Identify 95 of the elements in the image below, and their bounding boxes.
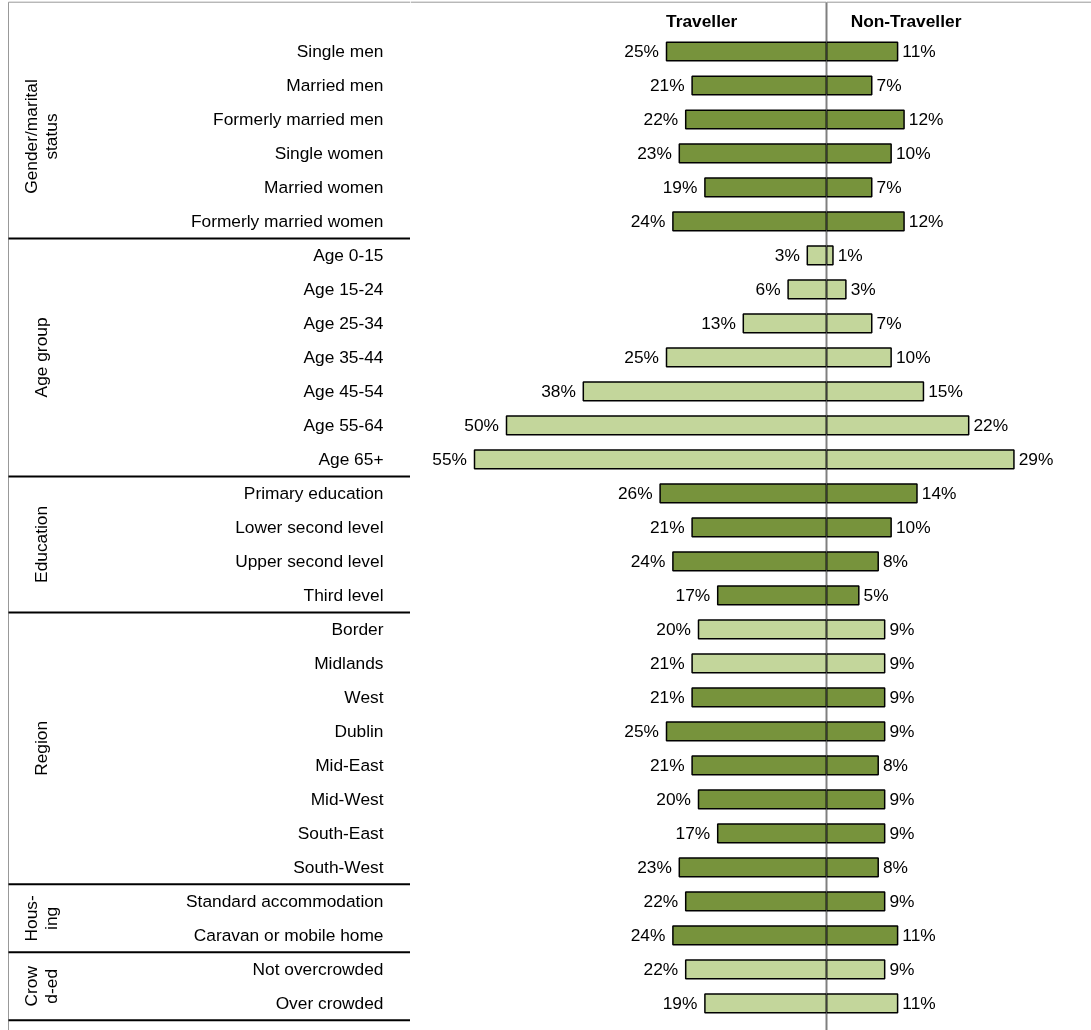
data-label: 10%: [895, 143, 931, 164]
y-tick-label: Over crowded: [275, 993, 384, 1014]
data-label: 21%: [649, 75, 685, 96]
y-tick-label: Age 25-34: [303, 313, 384, 334]
data-label: 24%: [630, 551, 666, 572]
data-label: 20%: [656, 789, 692, 810]
data-label: 23%: [637, 143, 672, 164]
data-label: 21%: [649, 687, 685, 708]
y-tick-label: Formerly married women: [190, 211, 384, 232]
data-label: 22%: [643, 109, 679, 130]
y-tick-label: Standard accommodation: [186, 891, 384, 912]
data-label: 25%: [624, 347, 660, 368]
data-label: 24%: [630, 211, 666, 232]
text: Hous- ing: [20, 895, 61, 942]
data-label: 9%: [889, 721, 915, 742]
y-tick-label: Dublin: [334, 721, 384, 742]
data-label: 10%: [895, 347, 931, 368]
data-label: 13%: [701, 313, 736, 334]
y-tick-label: Age 55-64: [303, 415, 384, 436]
data-label: 29%: [1018, 449, 1054, 470]
data-label: 12%: [908, 109, 944, 130]
data-label: 25%: [624, 721, 660, 742]
data-label: 22%: [973, 415, 1009, 436]
y-tick-label: Age 45-54: [303, 381, 384, 402]
series-label: Traveller: [666, 10, 738, 31]
data-label: 21%: [649, 755, 685, 776]
data-label: 11%: [902, 993, 936, 1014]
y-tick-label: Age 65+: [318, 449, 384, 470]
data-label: 9%: [889, 687, 915, 708]
y-tick-label: South-West: [293, 857, 384, 878]
data-label: 5%: [863, 585, 889, 606]
series-label: Non-Traveller: [850, 10, 962, 31]
y-tick-label: Caravan or mobile home: [193, 925, 384, 946]
data-label: 9%: [889, 959, 915, 980]
data-label: 3%: [774, 245, 800, 266]
data-label: 1%: [837, 245, 863, 266]
y-tick-label: Upper second level: [235, 551, 384, 572]
y-tick-label: West: [344, 687, 384, 708]
data-label: 9%: [889, 619, 915, 640]
y-tick-label: Lower second level: [235, 517, 384, 538]
data-label: 23%: [637, 857, 672, 878]
data-label: 8%: [882, 551, 909, 572]
data-label: 55%: [432, 449, 468, 470]
text: Crow d-ed: [20, 965, 61, 1007]
data-label: 7%: [876, 75, 902, 96]
text: Age group: [30, 317, 51, 398]
data-label: 3%: [850, 279, 876, 300]
data-label: 9%: [889, 891, 915, 912]
y-tick-label: Not overcrowded: [252, 959, 384, 980]
data-label: 9%: [889, 823, 915, 844]
y-tick-label: Married women: [264, 177, 384, 198]
data-label: 17%: [675, 585, 711, 606]
data-label: 19%: [662, 177, 698, 198]
data-label: 7%: [876, 177, 902, 198]
data-label: 21%: [649, 517, 685, 538]
data-label: 38%: [541, 381, 576, 402]
data-label: 6%: [755, 279, 781, 300]
text: Education: [30, 505, 51, 583]
y-tick-label: Formerly married men: [213, 109, 384, 130]
data-label: 10%: [895, 517, 931, 538]
data-label: 22%: [643, 959, 679, 980]
data-label: 26%: [617, 483, 653, 504]
data-label: 9%: [889, 789, 915, 810]
data-label: 19%: [662, 993, 698, 1014]
data-label: 9%: [889, 653, 915, 674]
y-tick-label: Single women: [274, 143, 384, 164]
data-label: 21%: [649, 653, 685, 674]
text: Gender/marital status: [20, 79, 61, 194]
y-tick-label: Single men: [296, 41, 384, 62]
y-tick-label: Mid-East: [315, 755, 384, 776]
y-tick-label: Midlands: [314, 653, 384, 674]
y-tick-label: Third level: [303, 585, 384, 606]
y-tick-label: South-East: [297, 823, 384, 844]
y-tick-label: Primary education: [243, 483, 384, 504]
data-label: 14%: [921, 483, 957, 504]
data-label: 50%: [464, 415, 500, 436]
data-label: 25%: [624, 41, 660, 62]
data-label: 7%: [876, 313, 902, 334]
data-label: 11%: [902, 41, 936, 62]
y-tick-label: Mid-West: [310, 789, 384, 810]
y-tick-label: Age 0-15: [313, 245, 384, 266]
data-label: 17%: [675, 823, 711, 844]
y-tick-label: Married men: [286, 75, 384, 96]
data-label: 22%: [643, 891, 679, 912]
data-label: 8%: [882, 857, 909, 878]
y-tick-label: Border: [331, 619, 384, 640]
data-label: 15%: [928, 381, 963, 402]
data-label: 20%: [656, 619, 692, 640]
data-label: 12%: [908, 211, 944, 232]
data-label: 24%: [630, 925, 666, 946]
y-tick-label: Age 35-44: [303, 347, 384, 368]
data-label: 8%: [882, 755, 909, 776]
text: Region: [30, 720, 51, 776]
y-tick-label: Age 15-24: [303, 279, 384, 300]
data-label: 11%: [902, 925, 936, 946]
